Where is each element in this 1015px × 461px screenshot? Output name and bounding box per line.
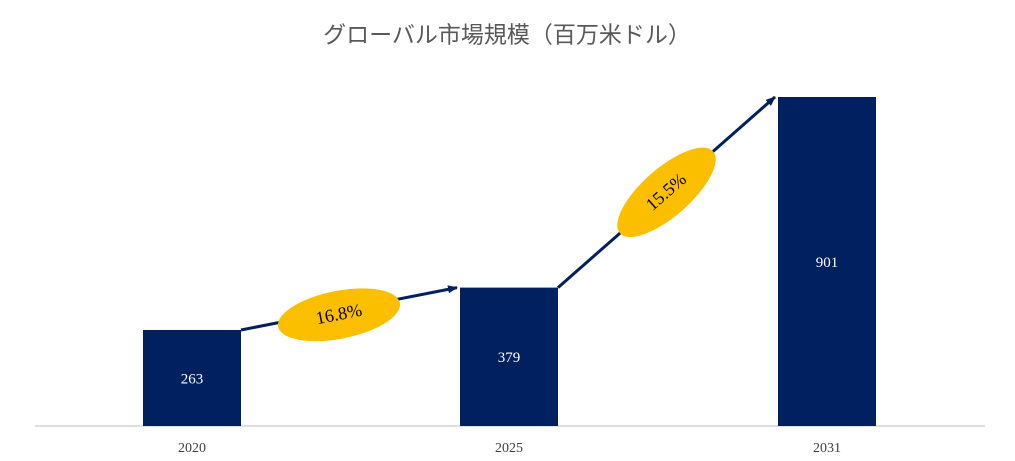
bar: [143, 329, 241, 426]
value-label: 901: [816, 255, 839, 271]
growth-badge: 16.8%: [277, 288, 401, 342]
badge-ellipse: [277, 288, 401, 342]
x-tick-label: 2025: [495, 441, 523, 456]
badge-ellipse: [617, 147, 716, 238]
x-tick-label: 2020: [178, 441, 206, 456]
growth-badge: 15.5%: [617, 147, 716, 238]
bar: [778, 97, 876, 426]
x-tick-label: 2031: [813, 441, 841, 456]
chart-title: グローバル市場規模（百万米ドル）: [323, 22, 691, 47]
bar: [460, 287, 558, 426]
value-label: 379: [498, 350, 521, 366]
value-label: 263: [181, 371, 204, 387]
